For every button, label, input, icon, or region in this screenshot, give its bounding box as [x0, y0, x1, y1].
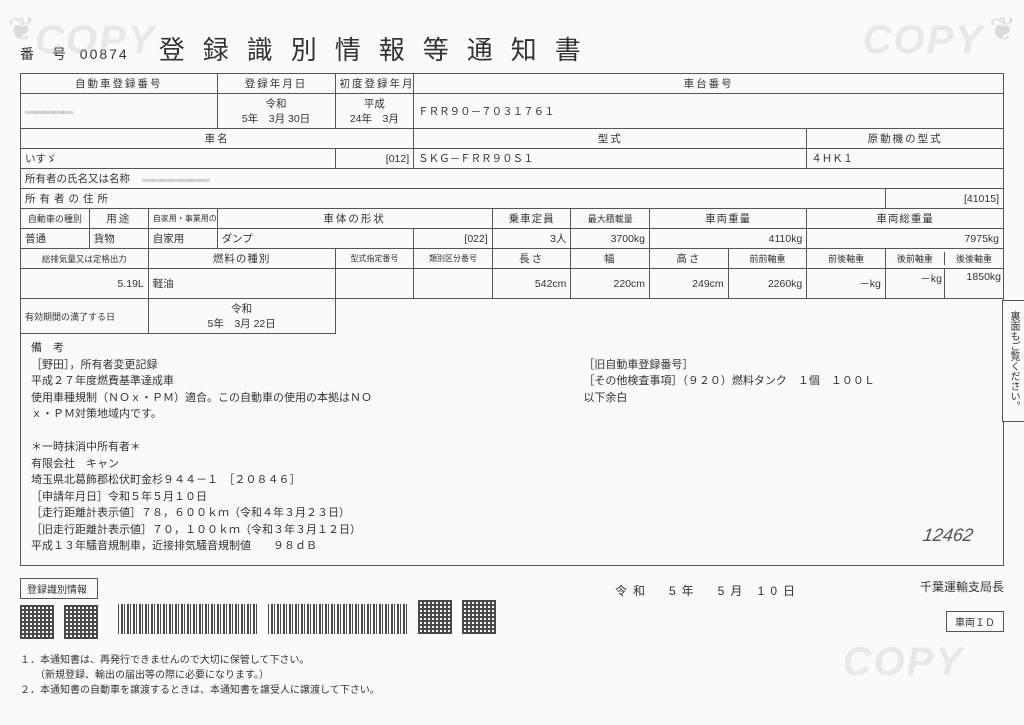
val-len: 542cm: [492, 269, 571, 299]
document-page: COPY COPY COPY ❦ ❦ 番 号 00874 登録識別情報等通知書 …: [0, 0, 1024, 725]
val-typedes: [335, 269, 414, 299]
barcode-row: [118, 600, 496, 634]
val-load: 3700kg: [571, 229, 650, 249]
val-model: ＳＫＧ－ＦＲＲ９０Ｓ１: [414, 149, 807, 169]
hdr-load: 最大積載量: [571, 209, 650, 229]
remarks-section: 備 考 ［野田］，所有者変更記録 平成２７年度燃費基準達成車 使用車種規制（ＮＯ…: [20, 334, 1004, 566]
issuing-office: 千葉運輸支局長: [920, 578, 1004, 595]
registration-table: 自動車登録番号 登録年月日 初度登録年月 車台番号 ▬▬▬▬▬ 令和 5年 3月…: [20, 73, 1004, 334]
val-vtype: 普通: [21, 229, 90, 249]
val-priv: 自家用: [148, 229, 217, 249]
footer: 登録識別情報 令和 5年 5月 10日 千葉運輸支局長 車両ＩＤ: [20, 578, 1004, 698]
expiry-blank: [335, 299, 1003, 334]
hdr-use: 用途: [89, 209, 148, 229]
row-owner-name: 所有者の氏名又は名称 ▬▬▬▬▬▬▬: [21, 169, 1004, 189]
val-chassis: ＦＲＲ９０－７０３１７６１: [414, 94, 1004, 129]
hdr-gw: 車両総重量: [807, 209, 1004, 229]
val-engine: ４ＨＫ１: [807, 149, 1004, 169]
remarks-left: 備 考 ［野田］，所有者変更記録 平成２７年度燃費基準達成車 使用車種規制（ＮＯ…: [31, 340, 563, 555]
val-expiry: 令和 5年 3月 22日: [148, 299, 335, 334]
val-car-name: いすゞ: [21, 149, 336, 169]
hdr-hei: 高さ: [650, 249, 729, 269]
hdr-car-name: 車名: [21, 129, 414, 149]
hdr-reg-no: 自動車登録番号: [21, 74, 218, 94]
qr-code-icon: [64, 605, 98, 639]
hdr-fr: 前後軸重: [807, 249, 886, 269]
qr-code-icon: [418, 600, 452, 634]
qr-code-icon: [462, 600, 496, 634]
val-use: 貨物: [89, 229, 148, 249]
val-reg-no: ▬▬▬▬▬: [21, 94, 218, 129]
hdr-vw: 車両重量: [650, 209, 807, 229]
doc-title: 登録識別情報等通知書: [159, 30, 599, 67]
val-fr: －kg: [807, 269, 886, 299]
hdr-classno: 類別区分番号: [414, 249, 493, 269]
side-tab: 裏面もご覧ください。: [1002, 300, 1024, 422]
hdr-rfrr: 後前軸重後後軸重: [885, 249, 1003, 269]
remarks-right: ［旧自動車登録番号］ ［その他検査事項］（９２０）燃料タンク １個 １００Ｌ 以…: [563, 340, 993, 555]
val-addr-code: [41015]: [885, 189, 1003, 209]
handwritten-note: 12462: [921, 522, 975, 549]
val-wid: 220cm: [571, 269, 650, 299]
hdr-vtype: 自動車の種別: [21, 209, 90, 229]
val-reg-date: 令和 5年 3月 30日: [217, 94, 335, 129]
barcode-icon: [118, 604, 258, 634]
hdr-reg-date: 登録年月日: [217, 74, 335, 94]
hdr-cap: 乗車定員: [492, 209, 571, 229]
hdr-priv: 自家用・事業用の別: [148, 209, 217, 229]
footer-notes: １．本通知書は、再発行できませんので大切に保管して下さい。 （新規登録、輸出の届…: [20, 653, 1004, 698]
val-body-code: [022]: [414, 229, 493, 249]
qr-code-icon: [20, 605, 54, 639]
qr-label: 登録識別情報: [20, 578, 98, 599]
corner-ornament: ❦: [989, 10, 1016, 48]
val-ff: 2260kg: [728, 269, 807, 299]
qr-section: 登録識別情報: [20, 578, 98, 639]
doc-number: 番 号 00874: [20, 44, 129, 64]
footer-right: 千葉運輸支局長 車両ＩＤ: [920, 578, 1004, 632]
footer-date: 令和 5年 5月 10日: [615, 584, 801, 598]
hdr-engine: 原動機の型式: [807, 129, 1004, 149]
hdr-typedes: 型式指定番号: [335, 249, 414, 269]
val-disp: 5.19L: [21, 269, 149, 299]
val-hei: 249cm: [650, 269, 729, 299]
hdr-ff: 前前軸重: [728, 249, 807, 269]
val-rfrr: －kg1850kg: [885, 269, 1003, 299]
hdr-wid: 幅: [571, 249, 650, 269]
hdr-model: 型式: [414, 129, 807, 149]
hdr-disp: 総排気量又は定格出力: [21, 249, 149, 269]
hdr-first-reg: 初度登録年月: [335, 74, 414, 94]
val-car-code: [012]: [335, 149, 414, 169]
hdr-fuel: 燃料の種別: [148, 249, 335, 269]
hdr-body: 車体の形状: [217, 209, 492, 229]
val-gw: 7975kg: [807, 229, 1004, 249]
row-owner-addr: 所有者の住所: [21, 189, 886, 209]
corner-ornament: ❦: [8, 10, 35, 48]
barcode-icon: [268, 604, 408, 634]
document-header: 番 号 00874 登録識別情報等通知書: [20, 30, 1004, 67]
hdr-expiry: 有効期間の満了する日: [21, 299, 149, 334]
val-classno: [414, 269, 493, 299]
hdr-len: 長さ: [492, 249, 571, 269]
vehicle-id-label: 車両ＩＤ: [946, 611, 1004, 632]
val-cap: 3人: [492, 229, 571, 249]
val-first-reg: 平成 24年 3月: [335, 94, 414, 129]
val-vw: 4110kg: [650, 229, 807, 249]
val-body: ダンプ: [217, 229, 414, 249]
val-fuel: 軽油: [148, 269, 335, 299]
hdr-chassis: 車台番号: [414, 74, 1004, 94]
